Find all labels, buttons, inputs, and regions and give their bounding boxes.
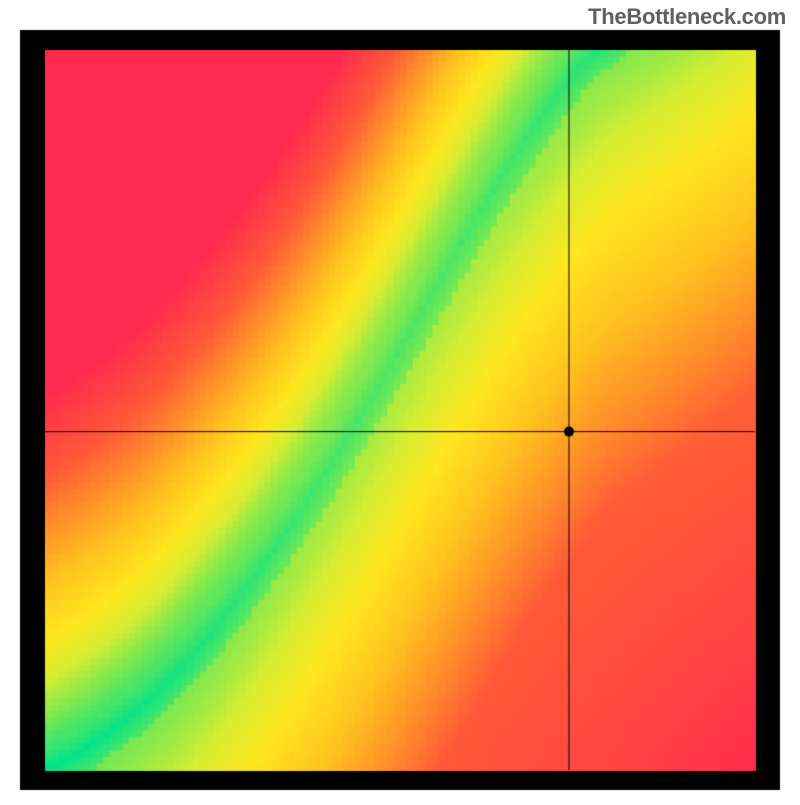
bottleneck-heatmap — [0, 0, 800, 800]
watermark-text: TheBottleneck.com — [588, 4, 786, 30]
